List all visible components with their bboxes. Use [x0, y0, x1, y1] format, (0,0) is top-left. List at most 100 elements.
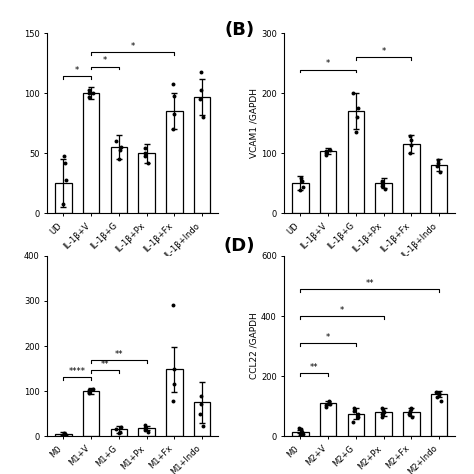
- Point: [198, 68, 205, 75]
- Point: [378, 180, 386, 187]
- Bar: [347, 111, 364, 213]
- Point: [197, 86, 205, 93]
- Point: [85, 390, 93, 397]
- Point: [436, 389, 443, 397]
- Point: [378, 178, 386, 185]
- Point: [353, 128, 360, 136]
- Point: [171, 381, 178, 388]
- Point: [297, 175, 305, 182]
- Bar: [83, 391, 100, 436]
- Point: [435, 157, 442, 164]
- Text: *: *: [326, 333, 330, 342]
- Bar: [292, 431, 309, 436]
- Point: [322, 148, 329, 155]
- Point: [408, 414, 416, 421]
- Point: [354, 410, 362, 418]
- Point: [355, 414, 362, 421]
- Text: **: **: [365, 279, 374, 288]
- Point: [408, 142, 415, 149]
- Point: [322, 401, 329, 409]
- Text: ****: ****: [69, 367, 86, 376]
- Point: [196, 95, 204, 103]
- Point: [297, 426, 305, 433]
- Point: [61, 159, 69, 167]
- Point: [59, 200, 66, 208]
- Point: [90, 90, 97, 97]
- Point: [322, 149, 330, 156]
- Point: [141, 427, 149, 434]
- Bar: [138, 153, 155, 213]
- Point: [61, 430, 69, 438]
- Point: [118, 423, 125, 431]
- Point: [435, 391, 443, 399]
- Point: [196, 410, 204, 418]
- Point: [380, 408, 388, 416]
- Bar: [431, 394, 447, 436]
- Y-axis label: VCAM1 /GAPDH: VCAM1 /GAPDH: [249, 88, 258, 158]
- Point: [325, 398, 333, 406]
- Point: [141, 145, 149, 152]
- Point: [112, 425, 120, 433]
- Point: [379, 404, 386, 412]
- Point: [437, 397, 444, 404]
- Point: [141, 149, 149, 157]
- Point: [197, 400, 205, 408]
- Point: [382, 185, 389, 193]
- Point: [145, 159, 152, 167]
- Text: (D): (D): [224, 237, 255, 255]
- Point: [433, 163, 441, 170]
- Y-axis label: CCL22 /GAPDH: CCL22 /GAPDH: [249, 313, 258, 379]
- Point: [378, 182, 386, 190]
- Bar: [403, 412, 419, 436]
- Bar: [320, 403, 337, 436]
- Point: [350, 407, 358, 414]
- Bar: [166, 111, 182, 213]
- Point: [434, 393, 441, 401]
- Point: [145, 428, 152, 436]
- Point: [327, 146, 334, 154]
- Point: [299, 183, 307, 191]
- Point: [406, 408, 414, 415]
- Text: *: *: [75, 66, 80, 75]
- Point: [378, 414, 386, 421]
- Point: [169, 126, 177, 133]
- Point: [60, 429, 68, 437]
- Point: [199, 422, 206, 430]
- Point: [379, 410, 386, 418]
- Bar: [320, 152, 337, 213]
- Point: [436, 169, 443, 176]
- Point: [405, 410, 413, 418]
- Point: [171, 110, 178, 118]
- Text: *: *: [340, 306, 344, 315]
- Point: [85, 386, 92, 394]
- Point: [141, 152, 149, 159]
- Point: [299, 430, 307, 438]
- Text: *: *: [326, 59, 330, 68]
- Point: [59, 431, 66, 439]
- Point: [62, 176, 70, 183]
- Point: [116, 429, 123, 437]
- Bar: [55, 434, 72, 436]
- Point: [353, 113, 361, 121]
- Point: [407, 404, 415, 411]
- Bar: [375, 183, 392, 213]
- Bar: [375, 412, 392, 436]
- Point: [295, 424, 302, 431]
- Point: [327, 400, 334, 408]
- Point: [434, 160, 442, 167]
- Point: [296, 187, 303, 194]
- Point: [170, 365, 178, 373]
- Bar: [431, 165, 447, 213]
- Text: *: *: [382, 47, 386, 56]
- Bar: [110, 147, 127, 213]
- Bar: [138, 428, 155, 436]
- Text: *: *: [103, 56, 107, 65]
- Bar: [110, 429, 127, 436]
- Point: [112, 137, 120, 145]
- Point: [85, 93, 93, 100]
- Point: [198, 392, 205, 400]
- Point: [116, 155, 123, 163]
- Bar: [194, 402, 210, 436]
- Point: [116, 146, 124, 154]
- Point: [170, 92, 178, 100]
